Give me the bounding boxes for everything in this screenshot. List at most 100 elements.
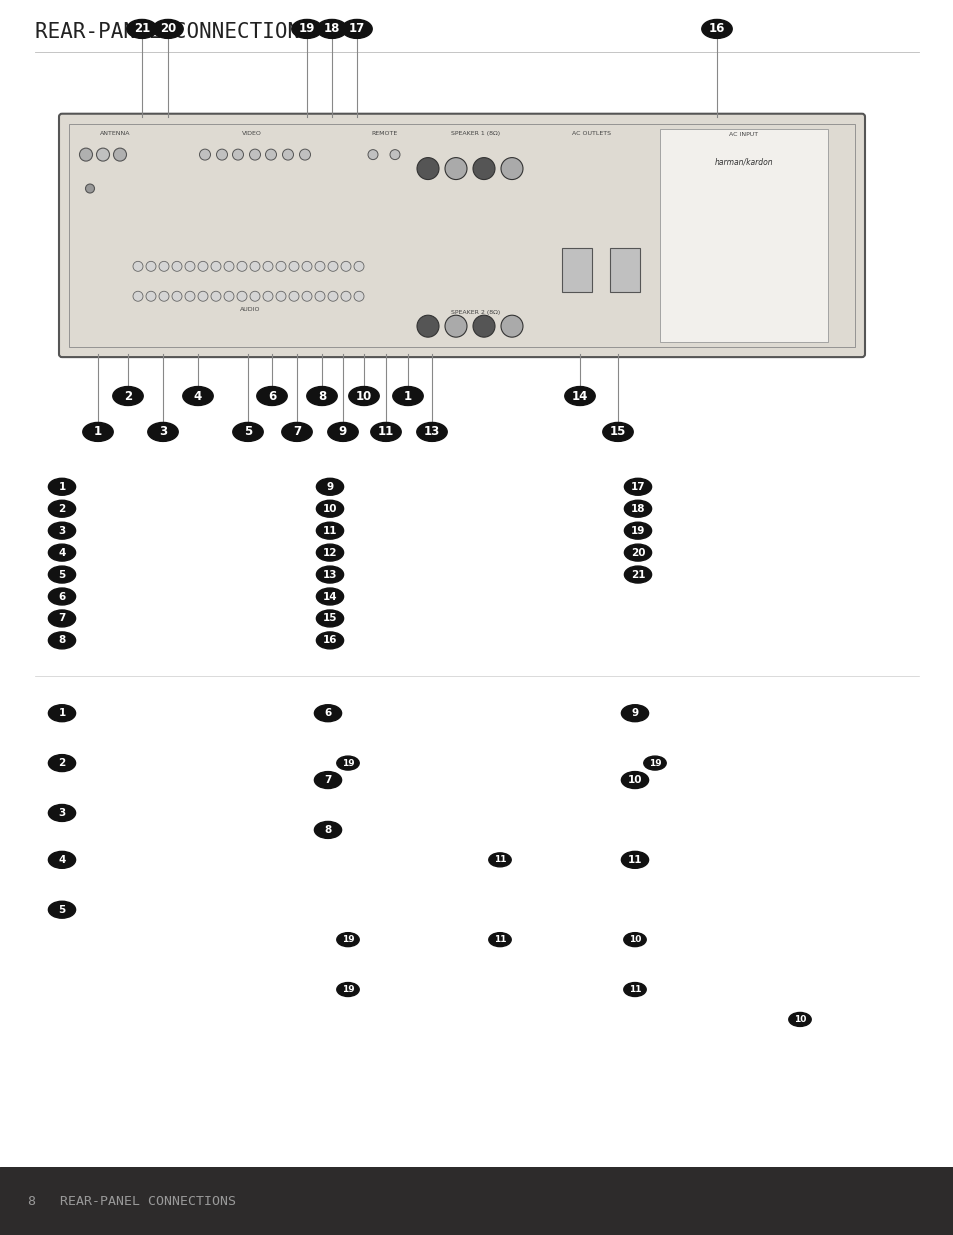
Text: 11: 11 [322,526,337,536]
Text: 20: 20 [160,22,176,36]
Ellipse shape [96,148,110,161]
Ellipse shape [152,20,183,38]
Ellipse shape [473,158,495,179]
Ellipse shape [127,20,157,38]
Ellipse shape [146,262,156,272]
Ellipse shape [263,291,273,301]
Ellipse shape [211,262,221,272]
Ellipse shape [233,149,243,161]
Ellipse shape [185,291,194,301]
Ellipse shape [281,422,312,441]
Text: 8: 8 [58,635,66,646]
Ellipse shape [643,756,665,771]
Ellipse shape [198,262,208,272]
Text: 1: 1 [93,425,102,438]
Ellipse shape [86,184,94,193]
Text: 13: 13 [423,425,439,438]
Ellipse shape [224,262,233,272]
Ellipse shape [292,20,322,38]
Ellipse shape [602,422,633,441]
Text: 17: 17 [630,482,644,492]
Ellipse shape [620,772,648,788]
Ellipse shape [299,149,310,161]
Ellipse shape [49,755,75,772]
Ellipse shape [49,632,75,648]
Text: 8   REAR-PANEL CONNECTIONS: 8 REAR-PANEL CONNECTIONS [28,1194,235,1208]
Ellipse shape [623,983,645,997]
Text: 19: 19 [630,526,644,536]
Ellipse shape [624,566,651,583]
Ellipse shape [49,804,75,821]
Ellipse shape [302,262,312,272]
Text: 18: 18 [630,504,644,514]
Ellipse shape [302,291,312,301]
Text: 4: 4 [193,389,202,403]
Ellipse shape [256,387,287,405]
Text: AC OUTLETS: AC OUTLETS [572,131,611,136]
Ellipse shape [113,148,127,161]
Ellipse shape [275,262,286,272]
Ellipse shape [199,149,211,161]
Text: 4: 4 [58,855,66,864]
Ellipse shape [265,149,276,161]
Ellipse shape [275,291,286,301]
Text: 5: 5 [58,905,66,915]
Ellipse shape [371,422,401,441]
Bar [659,128,827,342]
Ellipse shape [289,291,298,301]
Text: REAR-PANEL CONNECTIONS: REAR-PANEL CONNECTIONS [35,22,313,42]
Text: 19: 19 [341,758,354,768]
Text: 11: 11 [377,425,394,438]
Text: 11: 11 [494,935,506,944]
Ellipse shape [316,610,343,627]
Ellipse shape [183,387,213,405]
Text: 16: 16 [322,635,337,646]
Text: 19: 19 [341,986,354,994]
Text: 2: 2 [58,504,66,514]
Text: 11: 11 [628,986,640,994]
Ellipse shape [416,315,438,337]
Text: 1: 1 [403,389,412,403]
Text: 3: 3 [58,808,66,818]
Ellipse shape [289,262,298,272]
Ellipse shape [624,478,651,495]
Ellipse shape [336,983,359,997]
Ellipse shape [49,500,75,517]
Text: 12: 12 [322,547,337,558]
Text: 9: 9 [338,425,347,438]
Ellipse shape [354,291,364,301]
Ellipse shape [83,422,113,441]
Ellipse shape [341,20,372,38]
Ellipse shape [416,422,447,441]
Ellipse shape [788,1013,810,1026]
Ellipse shape [49,588,75,605]
Ellipse shape [390,149,399,159]
Text: 2: 2 [58,758,66,768]
Ellipse shape [444,315,467,337]
Text: 10: 10 [322,504,337,514]
Ellipse shape [148,422,178,441]
Ellipse shape [624,500,651,517]
Ellipse shape [328,262,337,272]
Ellipse shape [132,262,143,272]
Text: 6: 6 [268,389,275,403]
Text: 8: 8 [324,825,332,835]
Text: 2: 2 [124,389,132,403]
Ellipse shape [198,291,208,301]
Text: 19: 19 [298,22,314,36]
Text: 20: 20 [630,547,644,558]
Ellipse shape [500,315,522,337]
Ellipse shape [314,705,341,721]
Ellipse shape [624,522,651,540]
Text: 3: 3 [159,425,167,438]
Ellipse shape [49,566,75,583]
Text: 6: 6 [58,592,66,601]
Ellipse shape [314,262,325,272]
Text: 16: 16 [708,22,724,36]
Ellipse shape [488,932,511,946]
Ellipse shape [233,422,263,441]
Ellipse shape [316,522,343,540]
Ellipse shape [263,262,273,272]
Ellipse shape [211,291,221,301]
Ellipse shape [112,387,143,405]
